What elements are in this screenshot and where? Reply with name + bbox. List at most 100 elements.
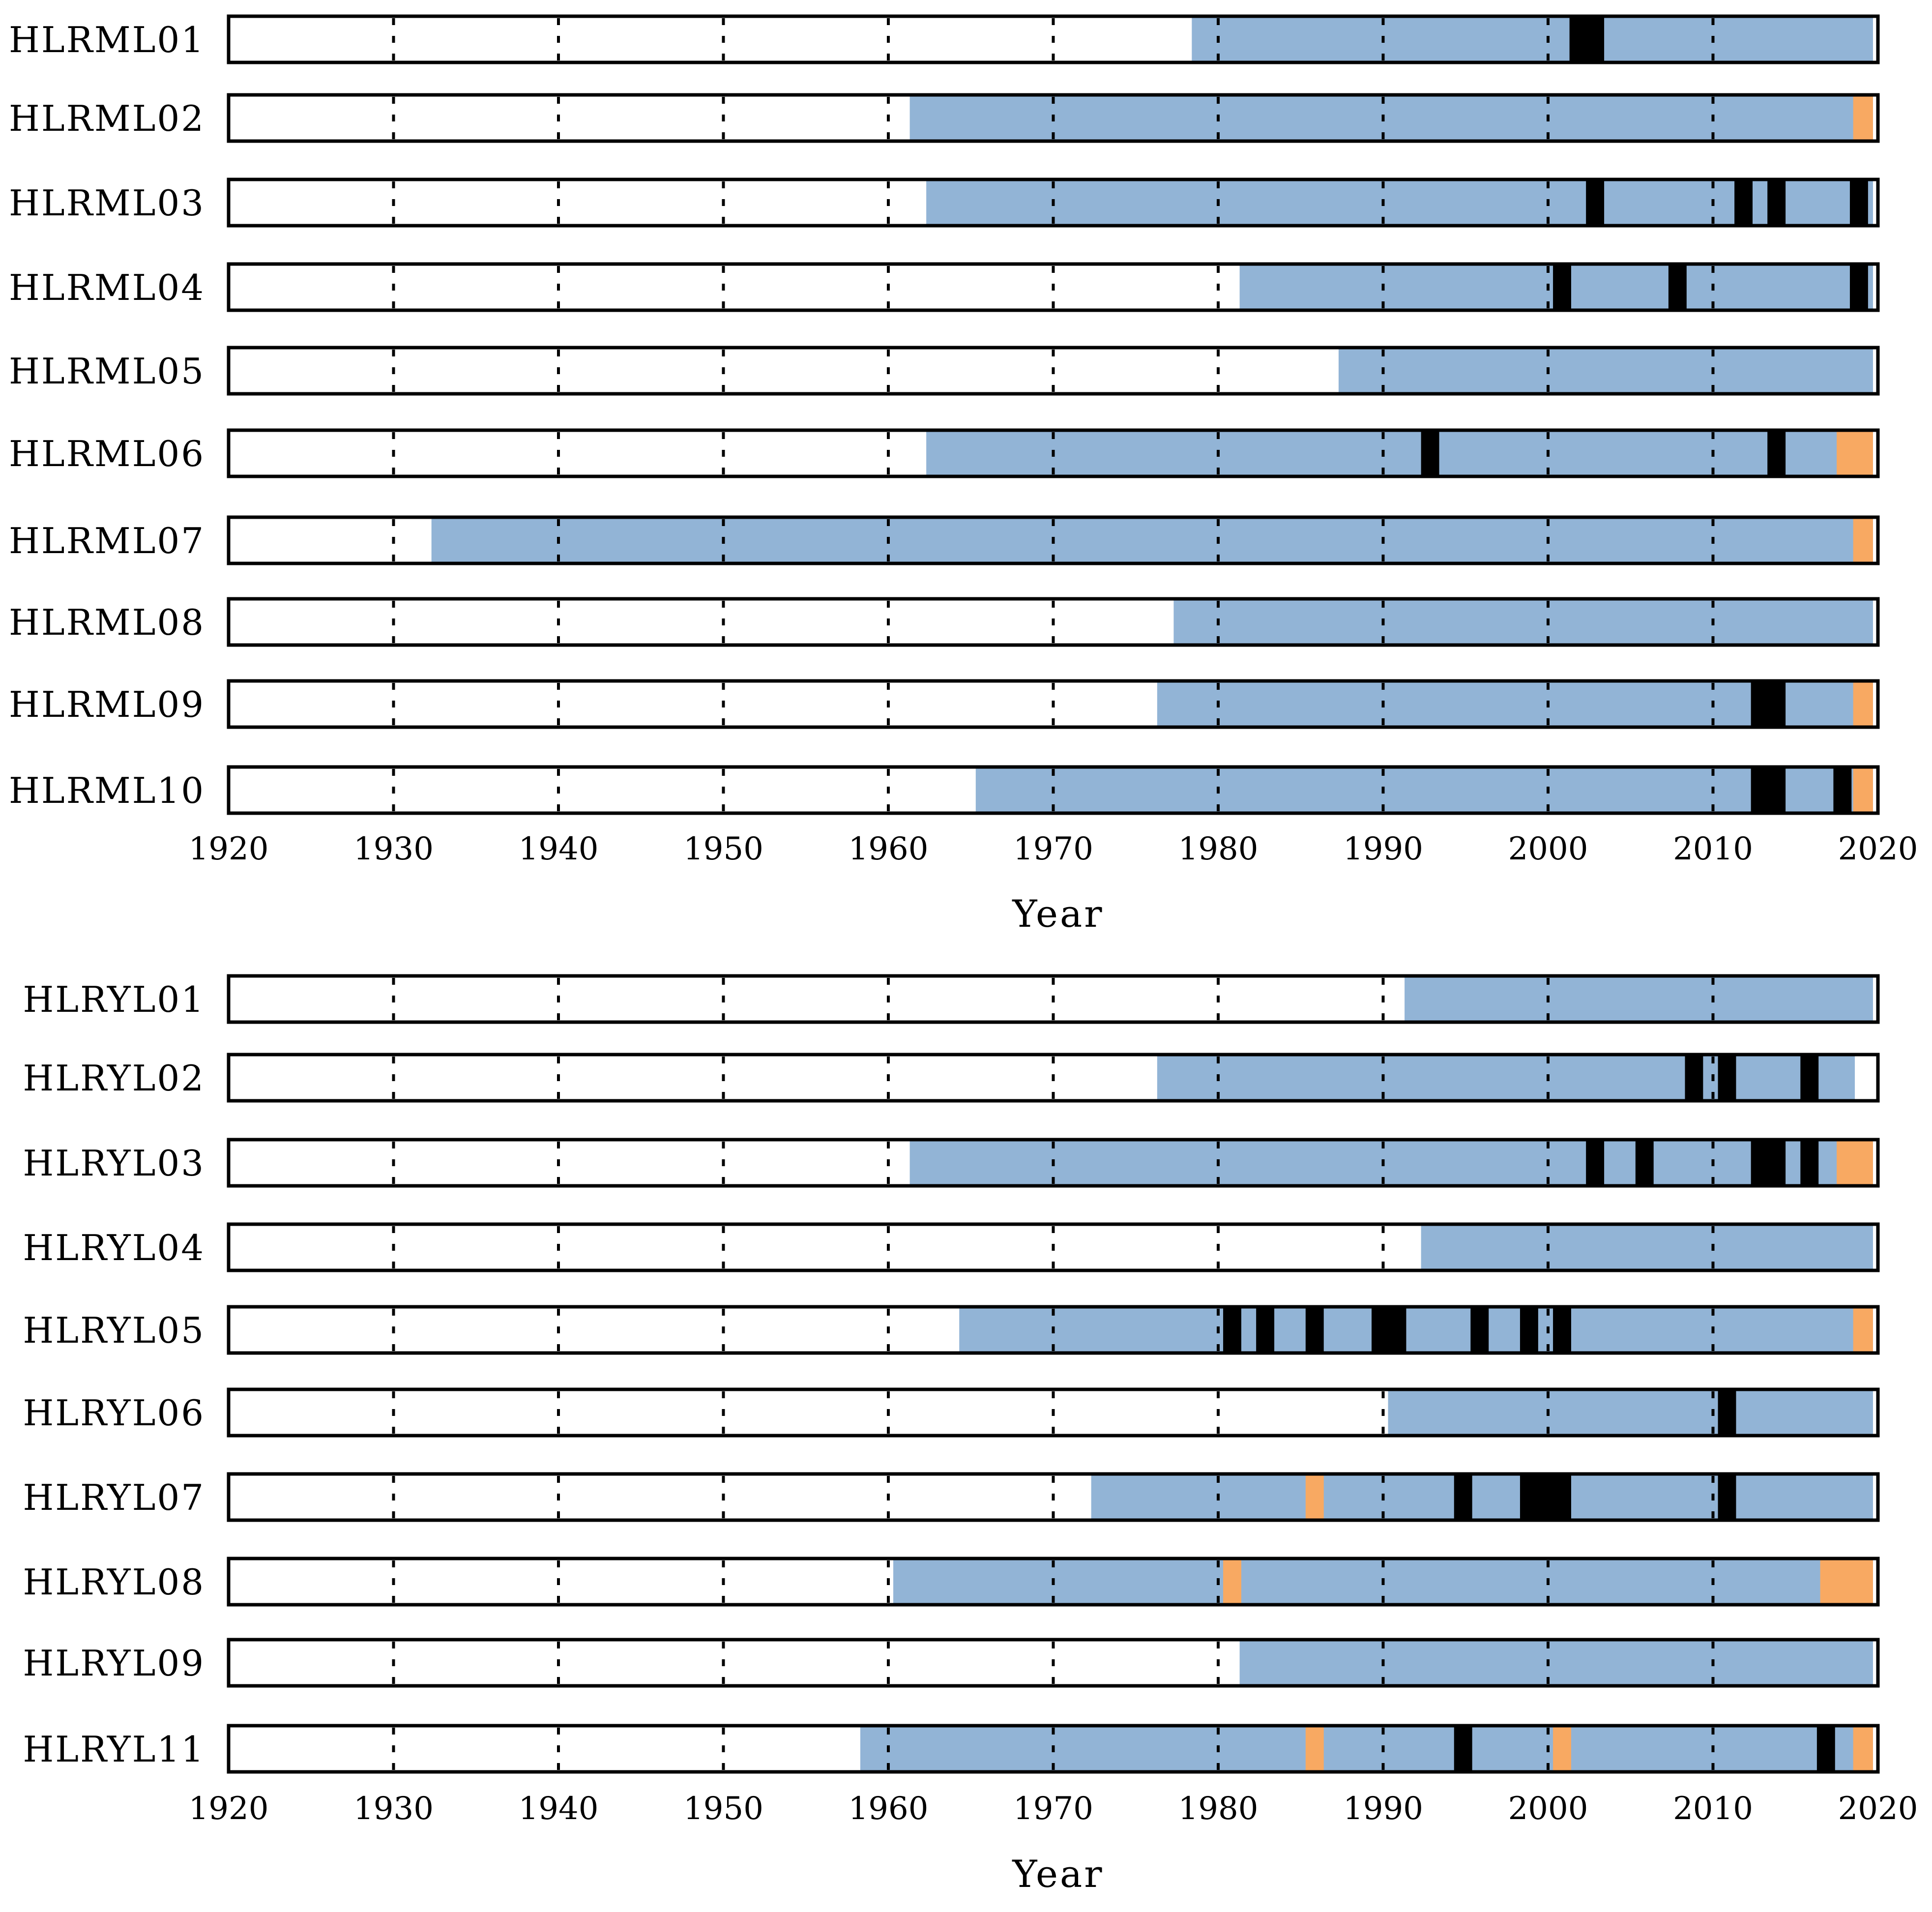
gap-bar	[1685, 1056, 1703, 1099]
row-label: HLRYL11	[23, 1729, 205, 1770]
row-label: HLRYL07	[23, 1477, 205, 1518]
row-label: HLRML03	[9, 182, 205, 224]
record-bar	[1173, 600, 1873, 644]
row-label: HLRYL03	[23, 1143, 205, 1184]
row-frame	[227, 515, 1880, 565]
row-frame	[227, 1638, 1880, 1688]
row-label: HLRML10	[9, 770, 205, 811]
series-row: HLRML02	[9, 93, 1880, 143]
row-label: HLRML06	[9, 433, 205, 474]
chart-panel-2: HLRYL01 HLRYL02 HLRYL03 HLRYL04 HLRYL05 HLRYL…	[23, 974, 1918, 1896]
gap-bar	[1816, 1727, 1835, 1770]
record-bar	[959, 1308, 1873, 1352]
gap-bar	[1751, 682, 1786, 726]
x-axis-title: Year	[1012, 892, 1104, 936]
row-label: HLRYL04	[23, 1227, 205, 1268]
row-frame	[227, 1557, 1880, 1607]
highlight-bar	[1305, 1727, 1324, 1770]
row-frame	[227, 1472, 1880, 1522]
row-frame	[227, 1222, 1880, 1272]
highlight-bar	[1837, 432, 1873, 475]
gap-bar	[1849, 181, 1868, 224]
series-row: HLRYL08	[23, 1557, 1880, 1607]
series-row: HLRYL03	[23, 1138, 1880, 1188]
gap-bar	[1305, 1308, 1324, 1352]
record-bar	[1405, 977, 1873, 1021]
x-tick-label: 1980	[1178, 831, 1259, 867]
x-tick-label: 1960	[849, 831, 929, 867]
x-tick-label: 2020	[1838, 1791, 1918, 1827]
gap-bar	[1635, 1141, 1654, 1184]
x-tick-label: 2010	[1673, 1791, 1753, 1827]
row-label: HLRYL05	[23, 1310, 205, 1351]
gap-bar	[1767, 181, 1786, 224]
series-row: HLRYL06	[23, 1387, 1880, 1438]
x-tick-label: 1970	[1013, 1791, 1093, 1827]
gap-bar	[1586, 1141, 1605, 1184]
row-label: HLRML07	[9, 520, 205, 561]
highlight-bar	[1853, 96, 1873, 140]
gap-bar	[1718, 1391, 1736, 1434]
highlight-bar	[1853, 519, 1873, 562]
row-frame	[227, 1138, 1880, 1188]
x-tick-label: 1940	[519, 831, 599, 867]
x-tick-label: 1980	[1178, 1791, 1259, 1827]
row-label: HLRML04	[9, 267, 205, 308]
row-frame	[227, 262, 1880, 312]
record-bar	[1338, 349, 1873, 392]
gap-bar	[1849, 265, 1868, 309]
x-tick-label: 2010	[1673, 831, 1753, 867]
highlight-bar	[1853, 682, 1873, 726]
highlight-bar	[1837, 1141, 1873, 1184]
x-tick-label: 1990	[1343, 1791, 1423, 1827]
x-tick-label: 2000	[1508, 1791, 1588, 1827]
row-frame	[227, 974, 1880, 1024]
x-tick-label: 1950	[683, 831, 763, 867]
gap-bar	[1586, 181, 1605, 224]
row-frame	[227, 1305, 1880, 1355]
x-tick-label: 1940	[519, 1791, 599, 1827]
highlight-bar	[1853, 768, 1873, 812]
gap-bar	[1569, 18, 1605, 61]
series-row: HLRML10	[9, 765, 1880, 815]
gap-bar	[1833, 768, 1852, 812]
series-row: HLRML06	[9, 428, 1880, 478]
record-bar	[431, 519, 1873, 562]
series-row: HLRML07	[9, 515, 1880, 565]
gap-bar	[1751, 768, 1786, 812]
x-tick-label: 2020	[1838, 831, 1918, 867]
gap-bar	[1751, 1141, 1786, 1184]
x-tick-label: 1920	[189, 1791, 269, 1827]
highlight-bar	[1553, 1727, 1571, 1770]
series-row: HLRYL02	[23, 1053, 1880, 1103]
x-tick-label: 1990	[1343, 831, 1423, 867]
gap-bar	[1223, 1308, 1241, 1352]
row-label: HLRYL02	[23, 1058, 205, 1099]
row-frame	[227, 1387, 1880, 1438]
row-frame	[227, 597, 1880, 647]
row-label: HLRYL09	[23, 1643, 205, 1684]
highlight-bar	[1853, 1308, 1873, 1352]
record-bar	[1388, 1391, 1873, 1434]
x-tick-label: 1950	[683, 1791, 763, 1827]
gap-bar	[1767, 432, 1786, 475]
row-frame	[227, 177, 1880, 228]
row-label: HLRML01	[9, 19, 205, 60]
row-label: HLRYL08	[23, 1561, 205, 1603]
record-bar	[1192, 18, 1873, 61]
row-label: HLRYL01	[23, 979, 205, 1020]
gap-bar	[1800, 1056, 1819, 1099]
gap-bar	[1668, 265, 1687, 309]
x-tick-label: 2000	[1508, 831, 1588, 867]
gap-bar	[1718, 1475, 1736, 1519]
row-frame	[227, 1053, 1880, 1103]
record-bar	[1157, 1056, 1855, 1099]
gap-bar	[1800, 1141, 1819, 1184]
highlight-bar	[1820, 1560, 1873, 1603]
series-row: HLRYL01	[23, 974, 1880, 1024]
record-bar	[926, 432, 1873, 475]
gap-bar	[1520, 1308, 1538, 1352]
row-frame	[227, 428, 1880, 478]
